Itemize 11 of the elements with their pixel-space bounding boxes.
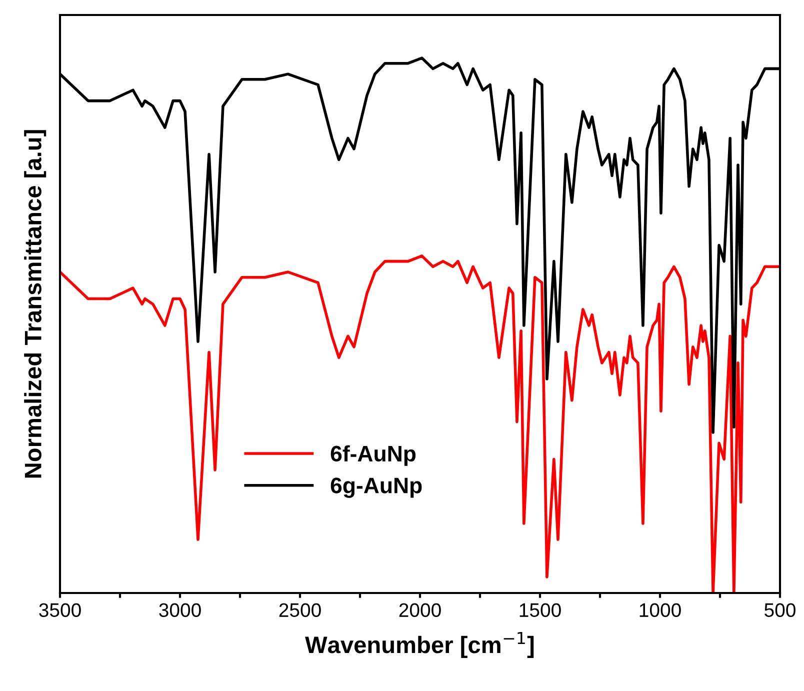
x-tick-label: 3000 [159,603,201,618]
x-tick-label: 3500 [39,603,81,618]
x-tick-label: 2000 [399,603,441,618]
legend-label: 6f-AuNp [330,445,416,466]
x-tick-label: 2500 [279,603,321,618]
x-tick-label: 1000 [640,603,681,618]
x-tick-label: 1500 [520,603,561,618]
legend-label: 6g-AuNp [330,478,422,498]
y-axis-title: Normalized Transmittance [a.u] [24,130,46,478]
x-tick-label: 500 [764,603,796,618]
x-axis-title: Wavenumber [cm$^{−1}$] [305,632,534,658]
